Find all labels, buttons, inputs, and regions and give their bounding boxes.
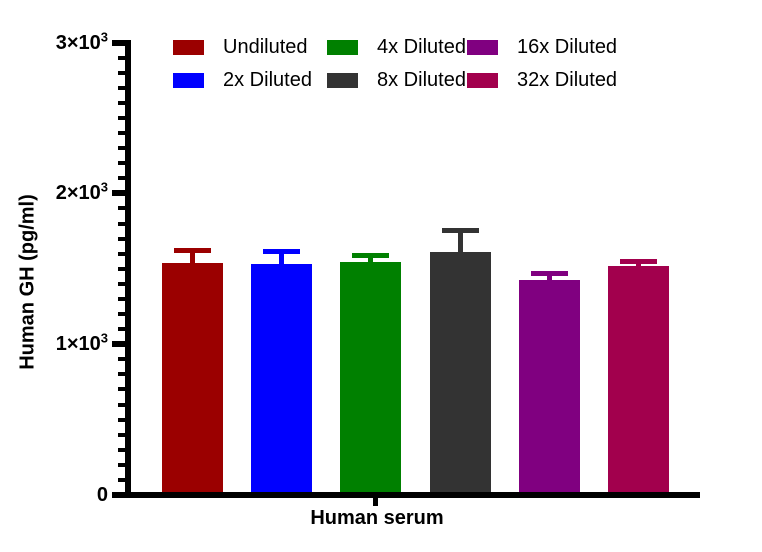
- y-minor-tick: [118, 296, 125, 301]
- y-minor-tick: [118, 462, 125, 467]
- y-tick-exponent: 3: [100, 179, 108, 195]
- y-minor-tick: [118, 402, 125, 407]
- legend-item-32x-diluted: 32x Diluted: [467, 69, 618, 91]
- y-major-tick: [112, 39, 125, 46]
- legend-item-16x-diluted: 16x Diluted: [467, 36, 618, 58]
- y-minor-tick: [118, 327, 125, 332]
- y-minor-tick: [118, 70, 125, 75]
- legend-label: 16x Diluted: [517, 36, 618, 58]
- legend-item-4x-diluted: 4x Diluted: [327, 36, 466, 58]
- y-tick-label: 2×103: [55, 179, 108, 205]
- error-bar-cap: [441, 228, 479, 234]
- legend-label: 2x Diluted: [223, 69, 312, 91]
- y-axis-line: [125, 40, 131, 498]
- legend-item-undiluted: Undiluted: [173, 36, 308, 58]
- y-minor-tick: [118, 387, 125, 392]
- legend-label: Undiluted: [223, 36, 308, 58]
- error-bar-cap: [174, 247, 211, 253]
- y-minor-tick: [118, 55, 125, 60]
- y-minor-tick: [118, 357, 125, 362]
- y-minor-tick: [118, 372, 125, 377]
- error-bar-stem: [636, 260, 641, 268]
- legend-label: 4x Diluted: [377, 36, 466, 58]
- bar-32x-diluted: [608, 265, 669, 492]
- y-minor-tick: [118, 85, 125, 90]
- bar-8x-diluted: [429, 252, 491, 492]
- error-bar-cap: [530, 271, 568, 277]
- legend-swatch: [467, 72, 498, 88]
- y-minor-tick: [118, 477, 125, 482]
- error-bar-stem: [190, 249, 195, 265]
- y-minor-tick: [118, 221, 125, 226]
- y-major-tick: [112, 190, 125, 197]
- error-bar-cap: [620, 258, 657, 264]
- legend-label: 8x Diluted: [377, 69, 466, 91]
- legend-label: 32x Diluted: [517, 69, 618, 91]
- y-minor-tick: [118, 176, 125, 181]
- y-minor-tick: [118, 131, 125, 135]
- bar-2x-diluted: [251, 264, 313, 492]
- y-minor-tick: [118, 312, 125, 316]
- x-axis-label: Human serum: [310, 507, 444, 529]
- x-axis-tick: [373, 498, 378, 506]
- bar-4x-diluted: [340, 262, 402, 492]
- y-major-tick: [112, 492, 125, 498]
- x-axis-line: [125, 492, 700, 498]
- y-minor-tick: [118, 236, 125, 241]
- error-bar-stem: [368, 255, 374, 264]
- y-minor-tick: [118, 206, 125, 211]
- legend-swatch: [327, 72, 358, 88]
- error-bar-stem: [546, 273, 552, 283]
- error-bar-stem: [279, 251, 285, 267]
- y-minor-tick: [118, 115, 125, 120]
- bar-undiluted: [162, 262, 223, 492]
- y-minor-tick: [118, 281, 125, 286]
- y-tick-label: 0: [96, 484, 108, 506]
- y-minor-tick: [118, 251, 125, 256]
- y-minor-tick: [118, 100, 125, 105]
- legend-swatch: [173, 39, 204, 55]
- y-tick-exponent: 3: [100, 330, 108, 346]
- y-minor-tick: [118, 161, 125, 166]
- y-major-tick: [112, 341, 125, 348]
- legend-swatch: [467, 39, 498, 55]
- y-tick-label: 1×103: [55, 330, 108, 356]
- legend-item-8x-diluted: 8x Diluted: [327, 69, 466, 91]
- legend-item-2x-diluted: 2x Diluted: [173, 69, 312, 91]
- y-tick-label: 3×103: [55, 28, 108, 54]
- bar-16x-diluted: [518, 280, 580, 492]
- y-minor-tick: [118, 146, 125, 151]
- y-minor-tick: [118, 447, 125, 452]
- chart-legend: Undiluted 2x Diluted 4x Diluted 8x Diluted 1…: [0, 0, 762, 100]
- y-tick-exponent: 3: [100, 28, 108, 44]
- y-minor-tick: [118, 266, 125, 271]
- legend-swatch: [173, 72, 204, 88]
- y-minor-tick: [118, 417, 125, 422]
- y-minor-tick: [118, 432, 125, 437]
- error-bar-cap: [352, 253, 390, 259]
- legend-swatch: [327, 39, 358, 55]
- error-bar-cap: [263, 249, 301, 255]
- error-bar-stem: [457, 230, 463, 255]
